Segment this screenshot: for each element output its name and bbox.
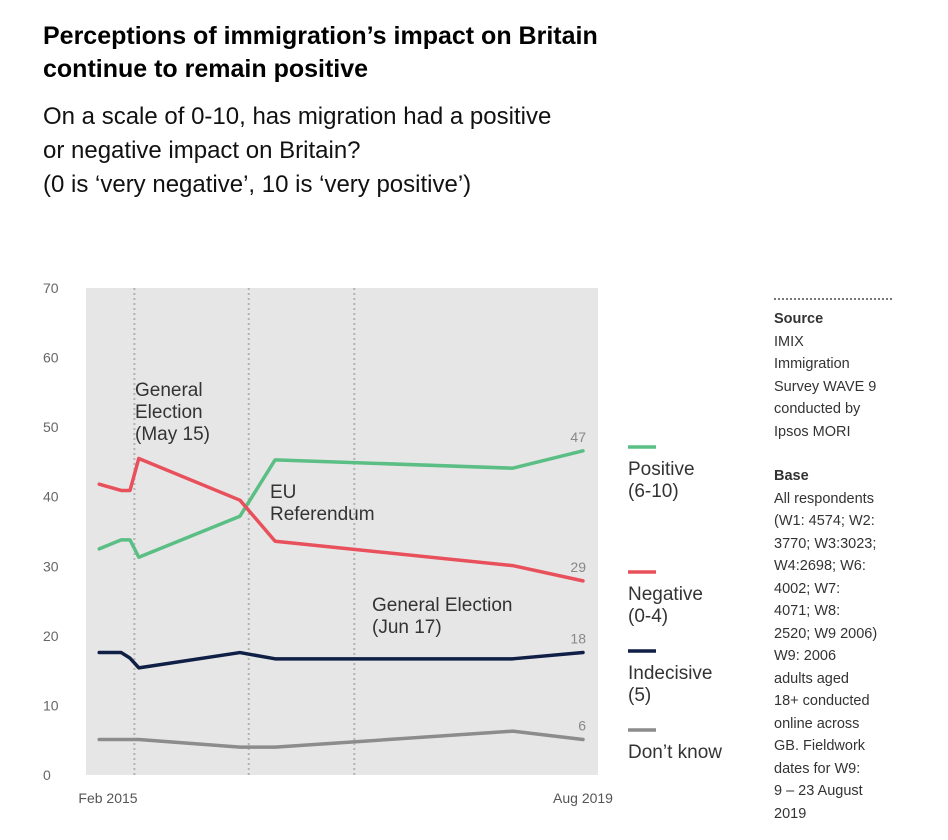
y-tick-label: 50 [43,419,59,435]
event-annotation: Election [135,402,203,423]
title-line: continue to remain positive [43,55,369,83]
event-annotation: General [135,380,203,401]
base-line: 2520; W9 2006) [774,625,878,642]
chart-title: Perceptions of immigration’s impact on B… [43,20,743,86]
end-value-label: 18 [570,631,586,647]
base-line: (W1: 4574; W2: [774,513,875,529]
legend-range: (6-10) [628,481,679,502]
source-line: Immigration [774,356,850,372]
title-line: Perceptions of immigration’s impact on B… [43,22,598,50]
series-line [97,449,585,559]
base-line: 2019 [774,805,807,822]
base-line: W4:2698; W6: [774,558,866,574]
y-tick-label: 60 [43,350,59,366]
legend-label: Positive [628,459,695,480]
source-heading: Source [774,311,824,327]
end-value-label: 6 [578,718,586,734]
base-line: 4002; W7: [774,580,841,597]
series-line [97,650,585,670]
x-tick-label: Feb 2015 [78,790,137,806]
end-value-label: 47 [570,429,586,445]
dotted-divider [774,298,892,300]
event-annotation: General Election [372,595,512,616]
y-tick-label: 0 [43,767,51,783]
chart-subtitle: On a scale of 0-10, has migration had a … [43,100,663,202]
y-tick-label: 70 [43,280,59,296]
source-line: IMIX [774,333,804,350]
x-tick-label: Aug 2019 [553,790,613,806]
legend-range: (0-4) [628,606,668,627]
base-line: 3770; W3:3023; [774,535,877,552]
subtitle-line: or negative impact on Britain? [43,137,361,164]
base-line: online across [774,715,860,732]
base-line: All respondents [774,490,874,507]
base-heading: Base [774,468,809,484]
end-value-label: 29 [570,559,586,575]
y-tick-label: 40 [43,489,59,505]
event-annotation: EU [270,482,296,503]
series-line [97,729,585,749]
source-panel: Source IMIX Immigration Survey WAVE 9 co… [774,298,904,825]
subtitle-line: (0 is ‘very negative’, 10 is ‘very posit… [43,171,472,198]
base-line: GB. Fieldwork [774,738,866,754]
series-line [97,456,585,583]
legend-range: (5) [628,685,651,706]
source-line: Ipsos MORI [774,423,851,440]
base-line: 4071; W8: [774,603,841,619]
base-line: adults aged [774,670,849,687]
base-line: 18+ conducted [774,693,870,709]
source-line: Survey WAVE 9 [774,378,877,395]
event-annotation: (Jun 17) [372,617,442,638]
base-line: W9: 2006 [774,648,837,664]
subtitle-line: On a scale of 0-10, has migration had a … [43,103,552,130]
plot-background [86,288,598,775]
source-line: conducted by [774,401,861,417]
legend-label: Don’t know [628,742,722,763]
base-line: 9 – 23 August [774,783,863,799]
legend-label: Negative [628,584,703,605]
base-line: dates for W9: [774,760,861,777]
legend-label: Indecisive [628,663,713,684]
y-tick-label: 10 [43,697,59,713]
event-annotation: Referendum [270,504,375,525]
event-annotation: (May 15) [135,424,210,445]
y-tick-label: 30 [43,558,59,574]
y-tick-label: 20 [43,628,59,644]
